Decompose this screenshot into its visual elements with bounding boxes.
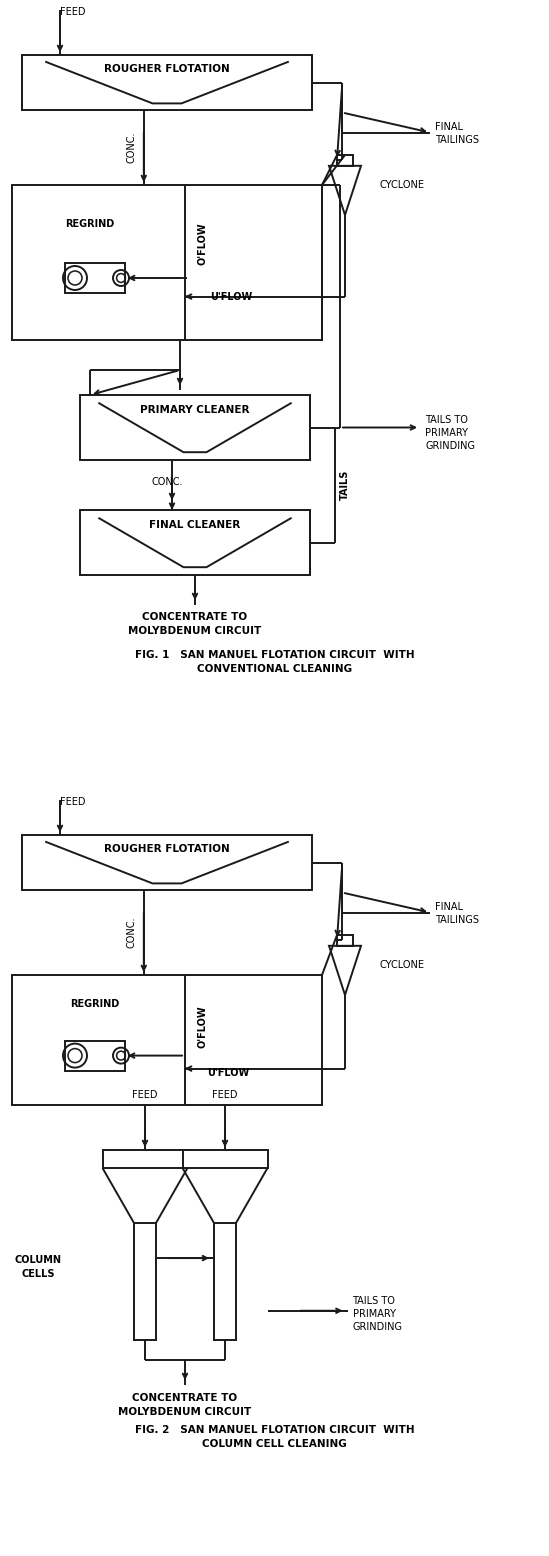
Text: CONC.: CONC.	[127, 132, 137, 163]
Bar	[80, 510, 310, 576]
Text: FEED: FEED	[132, 1091, 158, 1100]
Text: FEED: FEED	[212, 1091, 238, 1100]
Text: CONVENTIONAL CLEANING: CONVENTIONAL CLEANING	[197, 664, 352, 674]
Bar	[22, 54, 312, 110]
Text: FINAL CLEANER: FINAL CLEANER	[149, 520, 240, 531]
Text: TAILS: TAILS	[340, 470, 350, 499]
Bar	[214, 1223, 236, 1340]
Text: GRINDING: GRINDING	[425, 440, 475, 451]
Text: TAILS TO: TAILS TO	[352, 1296, 395, 1305]
Text: TAILS TO: TAILS TO	[425, 414, 468, 425]
Text: TAILINGS: TAILINGS	[435, 134, 479, 145]
Bar	[337, 156, 353, 166]
Bar	[182, 1150, 267, 1169]
Bar	[103, 1150, 188, 1169]
Text: COLUMN: COLUMN	[14, 1256, 61, 1265]
Text: CONCENTRATE TO: CONCENTRATE TO	[142, 612, 248, 622]
Text: MOLYBDENUM CIRCUIT: MOLYBDENUM CIRCUIT	[119, 1407, 251, 1418]
Text: PRIMARY CLEANER: PRIMARY CLEANER	[140, 405, 250, 415]
Text: ROUGHER FLOTATION: ROUGHER FLOTATION	[104, 843, 230, 854]
Text: CYCLONE: CYCLONE	[380, 960, 425, 969]
Text: CONC.: CONC.	[152, 478, 183, 487]
Bar	[80, 395, 310, 461]
Text: PRIMARY: PRIMARY	[425, 428, 468, 437]
Text: FEED: FEED	[60, 797, 86, 808]
Text: U'FLOW: U'FLOW	[210, 291, 252, 302]
Text: MOLYBDENUM CIRCUIT: MOLYBDENUM CIRCUIT	[128, 626, 262, 636]
Text: CONC.: CONC.	[127, 916, 137, 948]
Bar	[65, 263, 125, 293]
Text: ROUGHER FLOTATION: ROUGHER FLOTATION	[104, 64, 230, 75]
Text: CELLS: CELLS	[21, 1270, 55, 1279]
Text: REGRIND: REGRIND	[65, 219, 115, 229]
Bar	[134, 1223, 156, 1340]
Bar	[12, 185, 322, 341]
Text: GRINDING: GRINDING	[352, 1321, 402, 1332]
Text: U'FLOW: U'FLOW	[207, 1067, 249, 1077]
Bar	[65, 1041, 125, 1071]
Bar	[12, 976, 322, 1105]
Text: FINAL: FINAL	[435, 121, 463, 132]
Bar	[22, 836, 312, 890]
Text: COLUMN CELL CLEANING: COLUMN CELL CLEANING	[202, 1439, 347, 1449]
Text: REGRIND: REGRIND	[70, 999, 120, 1008]
Text: O'FLOW: O'FLOW	[198, 1005, 208, 1049]
Bar	[337, 935, 353, 946]
Text: FINAL: FINAL	[435, 901, 463, 912]
Text: O'FLOW: O'FLOW	[198, 223, 208, 265]
Text: FIG. 1   SAN MANUEL FLOTATION CIRCUIT  WITH: FIG. 1 SAN MANUEL FLOTATION CIRCUIT WITH	[135, 650, 414, 660]
Text: PRIMARY: PRIMARY	[352, 1309, 395, 1319]
Text: FIG. 2   SAN MANUEL FLOTATION CIRCUIT  WITH: FIG. 2 SAN MANUEL FLOTATION CIRCUIT WITH	[135, 1425, 414, 1435]
Text: CYCLONE: CYCLONE	[380, 180, 425, 190]
Text: CONCENTRATE TO: CONCENTRATE TO	[132, 1393, 238, 1404]
Text: FEED: FEED	[60, 6, 86, 17]
Text: TAILINGS: TAILINGS	[435, 915, 479, 924]
